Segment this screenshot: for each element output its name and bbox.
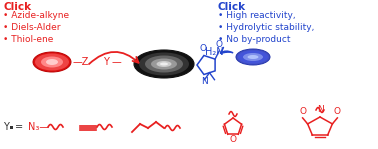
Text: • High reactivity,: • High reactivity,	[218, 11, 296, 20]
Text: N: N	[201, 76, 208, 86]
Text: O: O	[229, 135, 237, 143]
Ellipse shape	[41, 56, 63, 67]
Text: O: O	[200, 45, 206, 53]
Text: =: =	[15, 122, 23, 132]
Text: —Z: —Z	[73, 57, 89, 67]
Ellipse shape	[151, 59, 177, 69]
Text: O: O	[334, 107, 341, 116]
Text: N: N	[317, 105, 323, 114]
Ellipse shape	[35, 53, 69, 70]
Ellipse shape	[238, 51, 268, 63]
Text: N₃—: N₃—	[28, 122, 49, 132]
Text: O: O	[299, 107, 306, 116]
Text: Click: Click	[218, 2, 246, 12]
Ellipse shape	[236, 49, 270, 65]
Text: • Azide-alkyne: • Azide-alkyne	[3, 11, 69, 20]
Text: • Thiol-ene: • Thiol-ene	[3, 35, 53, 44]
Ellipse shape	[156, 61, 172, 67]
Ellipse shape	[139, 52, 189, 76]
Text: • No by-product: • No by-product	[218, 35, 291, 44]
Ellipse shape	[145, 55, 183, 73]
Text: Y: Y	[3, 122, 9, 132]
Ellipse shape	[33, 52, 71, 72]
Ellipse shape	[160, 62, 168, 66]
Ellipse shape	[134, 50, 194, 78]
Text: • Hydrolytic stability,: • Hydrolytic stability,	[218, 23, 314, 32]
Text: Y —: Y —	[103, 57, 122, 67]
Text: O: O	[215, 40, 223, 49]
Ellipse shape	[243, 53, 263, 61]
Text: Click: Click	[3, 2, 31, 12]
Bar	[10, 126, 13, 129]
Ellipse shape	[46, 59, 58, 65]
Text: H₂N—: H₂N—	[204, 47, 233, 57]
Text: • Diels-Alder: • Diels-Alder	[3, 23, 60, 32]
Ellipse shape	[248, 55, 259, 59]
